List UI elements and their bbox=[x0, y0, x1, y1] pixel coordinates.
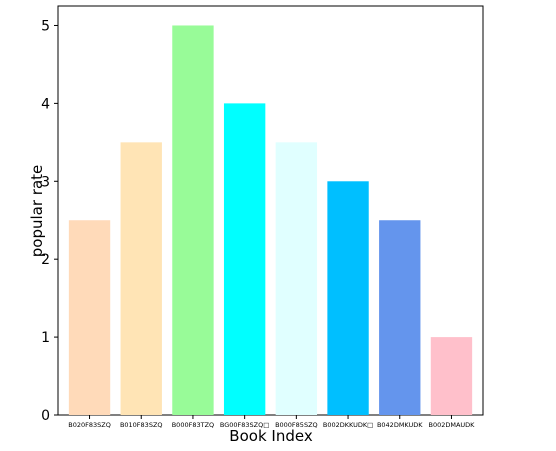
x-tick-label: B002DMAUDK bbox=[428, 421, 475, 429]
y-axis: 0 1 2 3 4 5 bbox=[41, 18, 58, 424]
x-tick-label: B020F83SZQ bbox=[68, 421, 111, 429]
x-axis-title: Book Index bbox=[229, 427, 313, 445]
y-tick-label: 5 bbox=[41, 18, 50, 34]
bar-6 bbox=[327, 181, 369, 415]
y-tick-label: 1 bbox=[41, 330, 50, 346]
y-tick-label: 0 bbox=[41, 408, 50, 424]
bar-4 bbox=[223, 103, 266, 415]
y-axis-title: popular rate bbox=[28, 165, 46, 258]
x-axis: B020F83SZQ B010F83SZQ B000F83TZQ BG00F83SZQ… bbox=[68, 415, 475, 429]
y-tick-label: 2 bbox=[41, 252, 50, 268]
x-tick-label: B000F83TZQ bbox=[172, 421, 214, 429]
y-tick-label: 3 bbox=[41, 174, 50, 190]
bar-3 bbox=[172, 25, 214, 415]
bar-2 bbox=[120, 142, 162, 416]
x-tick-label: B042DMKUDK bbox=[377, 421, 423, 429]
bar-8 bbox=[430, 337, 473, 415]
x-tick-label: B002DKKUDK□ bbox=[323, 421, 373, 429]
x-tick-label: B010F83SZQ bbox=[120, 421, 163, 429]
x-tick-label: BG00F83SZQ□ bbox=[220, 421, 270, 429]
x-tick-label: B000F85SZQ bbox=[275, 421, 318, 429]
bar-1 bbox=[68, 220, 111, 415]
y-tick-label: 4 bbox=[41, 96, 50, 112]
bar-7 bbox=[379, 220, 421, 415]
bars bbox=[68, 25, 473, 416]
bar-5 bbox=[275, 142, 318, 416]
